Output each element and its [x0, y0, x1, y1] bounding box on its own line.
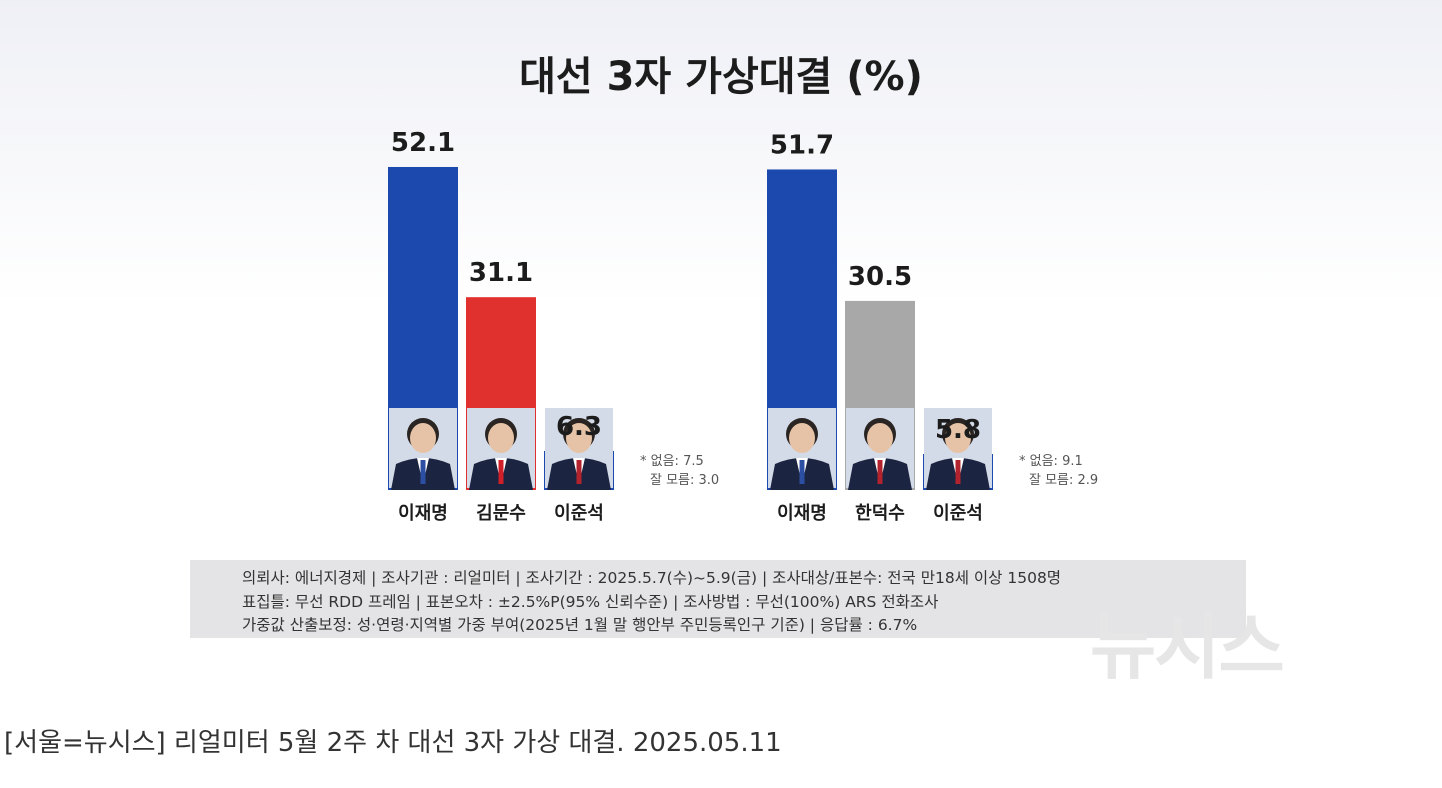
candidate-photo-face: [867, 423, 893, 453]
candidate-photo-tie: [799, 460, 805, 484]
survey-info-line: 의뢰사: 에너지경제 | 조사기관 : 리얼미터 | 조사기간 : 2025.5…: [242, 569, 1062, 587]
category-label: 한덕수: [855, 503, 905, 524]
photo-caption: [서울=뉴시스] 리얼미터 5월 2주 차 대선 3자 가상 대결. 2025.…: [4, 728, 782, 758]
bar-value-label: 6.3: [556, 412, 602, 442]
bar-value-label: 52.1: [391, 128, 455, 158]
bar-value-label: 30.5: [848, 262, 912, 292]
bar-value-label: 31.1: [469, 258, 533, 288]
other-response-note: * 없음: 9.1: [1019, 454, 1083, 469]
bar-value-label: 51.7: [770, 130, 834, 160]
category-label: 이재명: [398, 503, 448, 524]
bar-chart: 52.1 이재명 31.1 김문수 6.3 이준석 * 없음: 7.5 잘 모름: 3.0 51…: [388, 128, 1098, 524]
survey-info-line: 표집틀: 무선 RDD 프레임 | 표본오차 : ±2.5%P(95% 신뢰수준…: [242, 593, 939, 611]
survey-info-box: 의뢰사: 에너지경제 | 조사기관 : 리얼미터 | 조사기간 : 2025.5…: [190, 560, 1246, 638]
category-label: 이재명: [777, 503, 827, 524]
category-label: 이준석: [554, 503, 604, 524]
candidate-photo-tie: [420, 460, 426, 484]
candidate-photo-face: [789, 423, 815, 453]
other-response-note: 잘 모름: 2.9: [1029, 473, 1098, 488]
bar-value-label: 5.8: [935, 415, 981, 445]
candidate-photo-tie: [877, 460, 883, 484]
survey-info-line: 가중값 산출보정: 성·연령·지역별 가중 부여(2025년 1월 말 행안부 …: [242, 616, 918, 634]
chart-title: 대선 3자 가상대결 (%): [519, 54, 923, 100]
category-label: 이준석: [933, 503, 983, 524]
candidate-photo-face: [945, 423, 971, 453]
candidate-photo-tie: [576, 460, 582, 484]
newsis-watermark: 뉴시스: [1090, 605, 1285, 689]
candidate-photo-face: [566, 423, 592, 453]
other-response-note: * 없음: 7.5: [640, 454, 704, 469]
candidate-photo-face: [410, 423, 436, 453]
candidate-photo-tie: [498, 460, 504, 484]
other-response-note: 잘 모름: 3.0: [650, 473, 719, 488]
candidate-photo-tie: [955, 460, 961, 484]
chart-figure: 대선 3자 가상대결 (%) 52.1 이재명 31.1 김문수 6.3 이준석 * 없음:…: [0, 0, 1442, 689]
candidate-photo-face: [488, 423, 514, 453]
category-label: 김문수: [476, 503, 526, 524]
